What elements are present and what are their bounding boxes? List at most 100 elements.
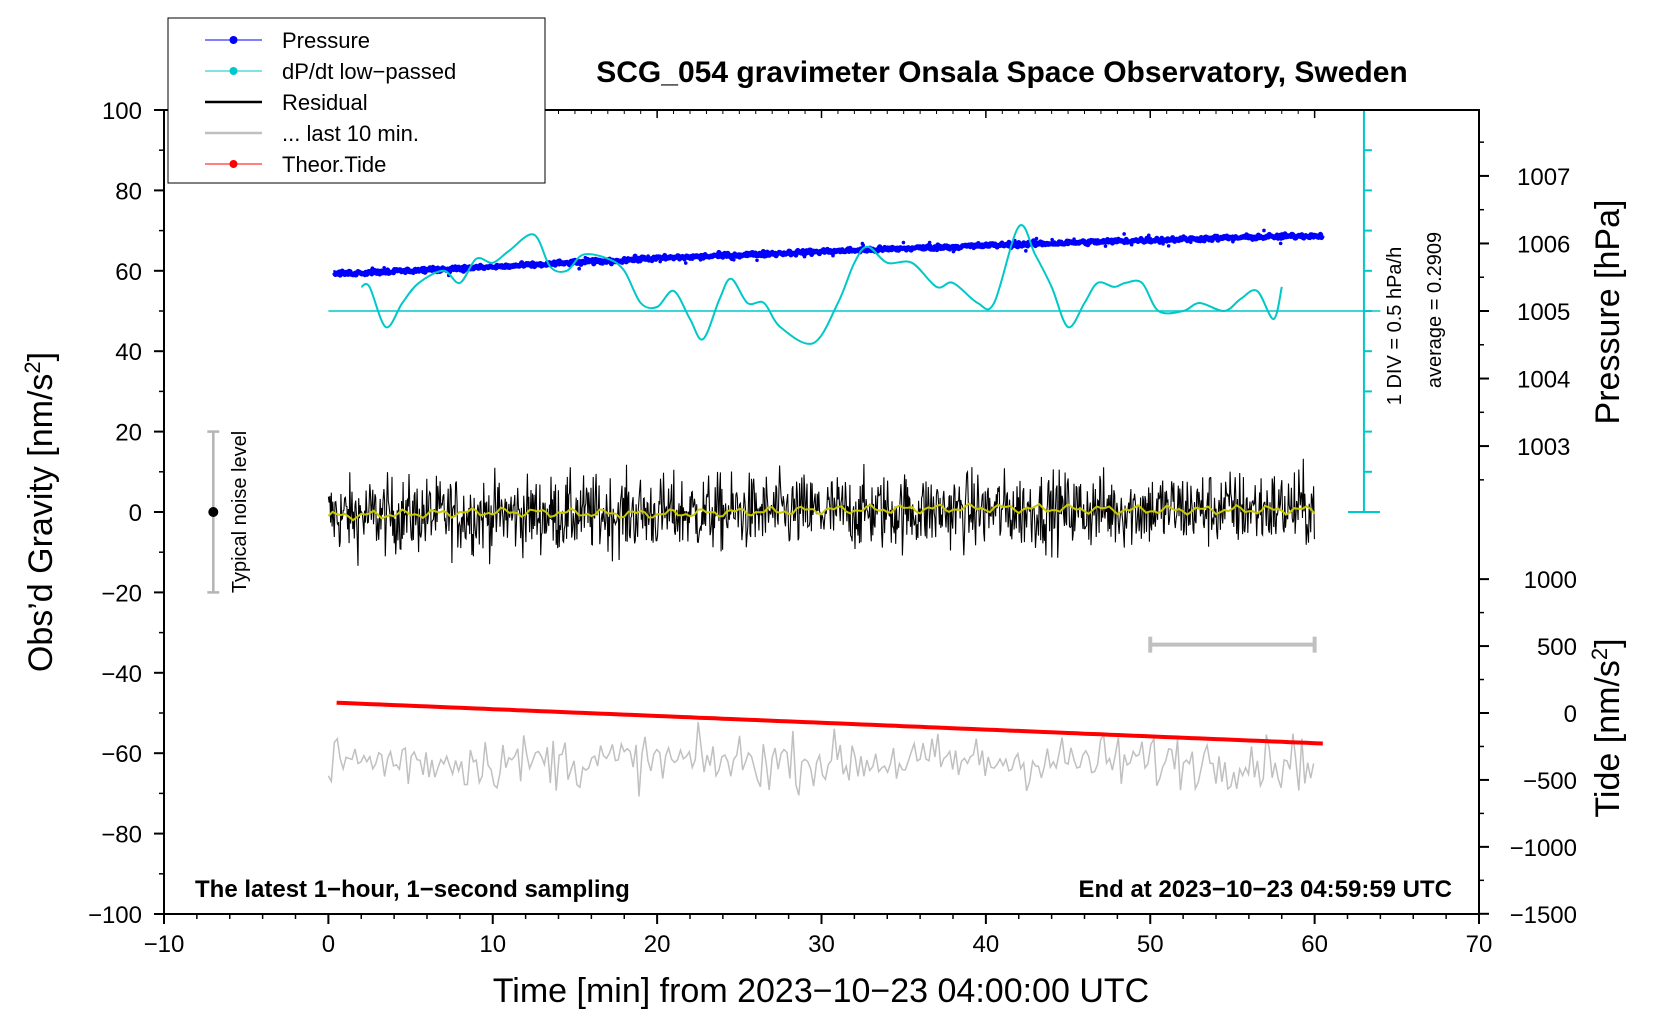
x-tick-label: 40 xyxy=(973,931,1000,958)
dpdt-average-label: average = 0.2909 xyxy=(1424,232,1446,388)
tide-tick-label: −500 xyxy=(1523,768,1577,795)
pressure-outlier-dot xyxy=(1034,236,1039,241)
pressure-outlier-dot xyxy=(631,259,635,264)
pressure-outlier-dot xyxy=(1166,244,1171,248)
pressure-outlier-dot xyxy=(1278,241,1283,246)
x-tick-label: 70 xyxy=(1466,931,1493,958)
y-tick-label: −100 xyxy=(88,902,142,929)
legend: Pressure dP/dt low−passed Residual ... last… xyxy=(167,17,546,184)
y-tick-label: −80 xyxy=(101,822,142,849)
pressure-tick-label: 1003 xyxy=(1517,434,1570,461)
pressure-outlier-dot xyxy=(382,265,386,270)
pressure-outlier-dot xyxy=(683,261,688,265)
y-axis-label-end: ] xyxy=(22,352,60,361)
pressure-outlier-dot xyxy=(1146,233,1151,238)
pressure-outlier-dot xyxy=(901,240,906,245)
pressure-outlier-dot xyxy=(1103,244,1108,248)
chart-title: SCG_054 gravimeter Onsala Space Observat… xyxy=(596,56,1408,89)
pressure-outlier-dot xyxy=(1243,234,1248,238)
pressure-outlier-dot xyxy=(622,259,627,263)
pressure-outlier-dot xyxy=(1188,240,1193,245)
pressure-outlier-dot xyxy=(557,258,562,262)
legend-label: dP/dt low−passed xyxy=(282,59,456,84)
x-tick-label: 50 xyxy=(1137,931,1164,958)
legend-label: Pressure xyxy=(282,28,370,53)
legend-marker xyxy=(229,36,238,44)
noise-level-center-dot xyxy=(208,507,219,517)
pressure-outlier-dot xyxy=(386,270,390,275)
y-tick-label: 20 xyxy=(115,420,142,447)
pressure-axis-label: Pressure [hPa] xyxy=(1589,200,1627,425)
pressure-outlier-dot xyxy=(488,265,493,269)
pressure-tick-label: 1004 xyxy=(1517,367,1570,394)
pressure-outlier-dot xyxy=(860,241,865,246)
pressure-outlier-dot xyxy=(845,248,850,253)
legend-label: Residual xyxy=(282,90,368,115)
y-tick-label: 40 xyxy=(115,339,142,366)
x-tick-label: 60 xyxy=(1301,931,1328,958)
x-tick-label: −10 xyxy=(144,931,185,958)
pressure-outlier-dot xyxy=(1231,239,1235,244)
x-tick-label: 30 xyxy=(808,931,835,958)
pressure-outlier-dot xyxy=(731,257,736,262)
series-pressure xyxy=(331,231,1325,278)
x-tick-label: 20 xyxy=(644,931,671,958)
pressure-outlier-dot xyxy=(600,260,604,265)
y-tick-label: 0 xyxy=(129,500,142,527)
series-residual-lowpassed xyxy=(327,502,1316,522)
axis-ticks: −10 0 10 20 30 40 50 60 70−100−80−60−40−20020406… xyxy=(88,98,1577,958)
pressure-outlier-dot xyxy=(507,263,511,268)
pressure-outlier-dot xyxy=(646,254,650,258)
tide-tick-label: 0 xyxy=(1564,701,1577,728)
pressure-outlier-dot xyxy=(682,257,687,262)
legend-box xyxy=(167,17,546,184)
pressure-outlier-dot xyxy=(1050,237,1054,242)
tide-axis-label-sup: 2 xyxy=(1587,648,1612,660)
pressure-outlier-dot xyxy=(903,246,907,251)
pressure-outlier-dot xyxy=(802,254,807,259)
y-tick-label: 80 xyxy=(115,178,142,205)
pressure-outlier-dot xyxy=(1161,241,1165,246)
pressure-outlier-dot xyxy=(1143,239,1148,243)
legend-marker xyxy=(229,67,238,75)
tide-tick-label: 1000 xyxy=(1524,567,1577,594)
y-tick-label: −40 xyxy=(101,661,142,688)
pressure-tick-label: 1005 xyxy=(1517,299,1570,326)
y-tick-label: 60 xyxy=(115,259,142,286)
pressure-outlier-dot xyxy=(453,264,458,268)
pressure-outlier-dot xyxy=(735,254,739,259)
pressure-outlier-dot xyxy=(550,260,555,265)
pressure-tick-label: 1007 xyxy=(1517,164,1570,191)
pressure-outlier-dot xyxy=(951,249,956,254)
pressure-outlier-dot xyxy=(1262,228,1266,233)
pressure-outlier-dot xyxy=(698,257,703,262)
tide-tick-label: −1500 xyxy=(1510,902,1577,929)
pressure-outlier-dot xyxy=(1089,237,1093,242)
tide-tick-label: 500 xyxy=(1537,634,1577,661)
x-tick-label: 10 xyxy=(479,931,506,958)
series-dpdt-lowpassed xyxy=(360,224,1283,345)
pressure-outlier-dot xyxy=(583,255,588,260)
x-axis-label: Time [min] from 2023−10−23 04:00:00 UTC xyxy=(493,972,1149,1010)
legend-label: Theor.Tide xyxy=(282,152,386,177)
pressure-outlier-dot xyxy=(1253,234,1258,239)
pressure-tick-label: 1006 xyxy=(1517,231,1570,258)
pressure-outlier-dot xyxy=(1072,237,1076,242)
tide-tick-label: −1000 xyxy=(1510,835,1577,862)
pressure-outlier-dot xyxy=(755,258,759,263)
pressure-outlier-dot xyxy=(831,253,835,258)
pressure-outlier-dot xyxy=(927,240,932,245)
pressure-outlier-dot xyxy=(366,270,370,275)
pressure-outlier-dot xyxy=(460,264,465,269)
pressure-outlier-dot xyxy=(658,259,662,264)
series-last-10-min xyxy=(327,722,1315,797)
y-axis-label-main: Obs’d Gravity [nm/s xyxy=(22,374,60,673)
y-tick-label: −60 xyxy=(101,741,142,768)
annotation-bottom-left: The latest 1−hour, 1−second sampling xyxy=(195,876,630,903)
pressure-outlier-dot xyxy=(1024,249,1028,253)
pressure-outlier-dot xyxy=(457,265,462,269)
noise-level-label: Typical noise level xyxy=(229,431,251,593)
y-axis-label: Obs’d Gravity [nm/s2] xyxy=(20,352,61,672)
pressure-outlier-dot xyxy=(1129,242,1134,247)
